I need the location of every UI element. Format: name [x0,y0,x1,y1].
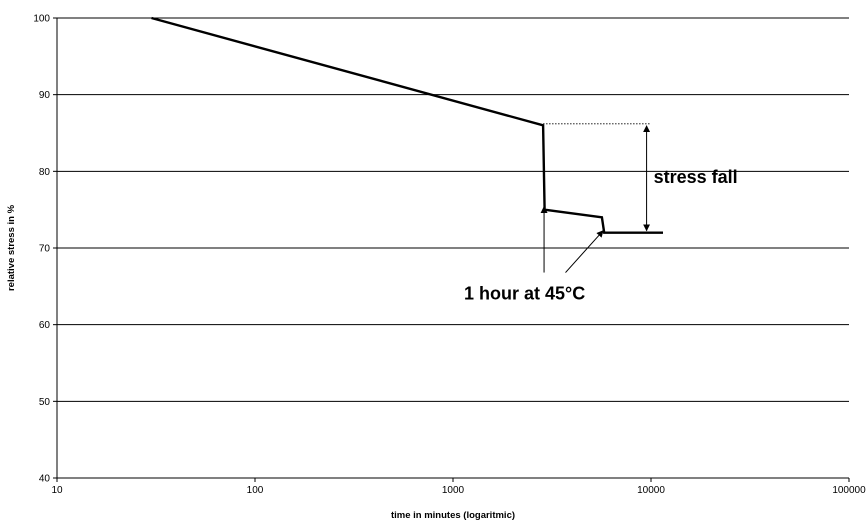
x-axis-label: time in minutes (logaritmic) [391,510,515,521]
axes [53,17,850,482]
y-tick-label-100: 100 [33,14,50,25]
one-hour-label: 1 hour at 45°C [464,283,585,303]
x-tick-label-10000: 10000 [637,485,665,496]
x-tick-label-100000: 100000 [832,485,866,496]
stress-fall-label: stress fall [654,167,738,187]
series-layer [151,16,663,234]
x-tick-label-100: 100 [247,485,264,496]
y-tick-label-40: 40 [39,474,51,485]
series-line-0 [151,16,663,234]
gridlines [57,17,849,402]
y-axis-label: relative stress in % [6,204,17,291]
y-tick-label-70: 70 [39,244,51,255]
y-tick-label-80: 80 [39,167,51,178]
y-tick-label-50: 50 [39,397,51,408]
annotations [540,123,651,273]
y-tick-label-90: 90 [39,90,51,101]
hour-arrow-second [565,230,604,273]
y-tick-label-60: 60 [39,320,51,331]
x-tick-label-10: 10 [51,485,63,496]
tick-labels: 40 50 60 70 80 90 100 10 100 1000 10000 100000 [33,14,866,497]
x-tick-label-1000: 1000 [442,485,465,496]
